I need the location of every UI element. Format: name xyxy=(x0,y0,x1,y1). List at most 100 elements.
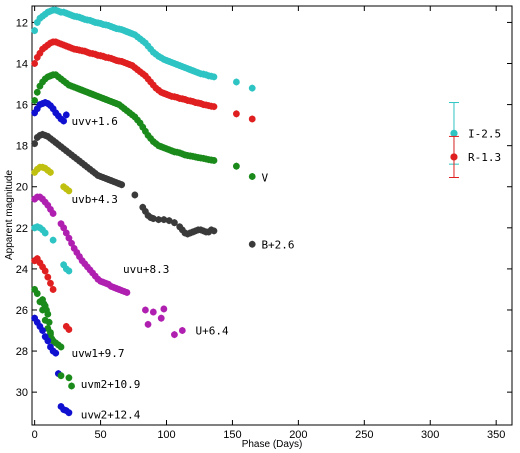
data-point xyxy=(210,157,218,164)
data-point xyxy=(44,310,52,318)
data-point xyxy=(232,78,240,86)
data-point xyxy=(65,374,73,382)
series-1 xyxy=(31,38,256,123)
data-point xyxy=(62,229,70,237)
data-point xyxy=(171,331,178,339)
series-2 xyxy=(31,71,256,180)
data-point xyxy=(248,84,256,92)
x-tick-label: 300 xyxy=(421,429,439,441)
data-point xyxy=(41,229,49,237)
data-point xyxy=(62,111,70,119)
data-point xyxy=(33,290,41,297)
data-point xyxy=(160,305,168,313)
band-label: U+6.4 xyxy=(196,325,229,338)
data-point xyxy=(31,140,39,148)
data-point xyxy=(210,227,218,235)
data-point xyxy=(165,217,173,225)
data-point xyxy=(49,210,57,217)
data-point xyxy=(157,314,165,322)
series-5 xyxy=(31,163,73,195)
data-point xyxy=(52,349,60,357)
data-point xyxy=(149,308,157,316)
series-7 xyxy=(31,223,73,275)
band-label: B+2.6 xyxy=(261,238,294,251)
data-point xyxy=(31,97,39,104)
x-tick-label: 150 xyxy=(223,429,241,441)
data-point xyxy=(31,27,39,35)
data-point xyxy=(33,88,41,96)
data-point xyxy=(65,234,73,242)
band-label: uvu+8.3 xyxy=(123,263,169,276)
band-label: uvm2+10.9 xyxy=(81,378,141,391)
series-9 xyxy=(142,305,186,339)
band-label: uvb+4.3 xyxy=(72,193,118,206)
data-point xyxy=(144,320,152,328)
band-label: V xyxy=(261,172,268,185)
y-tick-label: 28 xyxy=(16,346,28,358)
y-tick-label: 14 xyxy=(16,59,28,71)
x-tick-label: 200 xyxy=(289,429,307,441)
legend-label: R-1.3 xyxy=(468,151,501,164)
data-point xyxy=(44,337,52,345)
y-tick-label: 20 xyxy=(16,182,28,194)
legend: I-2.5 R-1.3 xyxy=(448,102,501,179)
data-marks xyxy=(31,6,256,417)
data-point xyxy=(155,216,162,224)
x-tick-label: 100 xyxy=(157,429,175,441)
y-tick-label: 26 xyxy=(16,305,28,317)
data-point xyxy=(57,372,65,380)
y-tick-label: 18 xyxy=(16,141,28,153)
data-point xyxy=(232,162,240,170)
data-point xyxy=(232,110,240,118)
y-tick-label: 12 xyxy=(16,17,28,29)
data-point xyxy=(60,224,68,232)
legend-marker xyxy=(450,129,458,137)
data-point xyxy=(65,187,73,195)
data-point xyxy=(31,60,39,67)
legend-label: I-2.5 xyxy=(468,127,501,140)
data-point xyxy=(60,117,68,125)
series-0 xyxy=(31,6,256,92)
legend-marker xyxy=(450,153,458,161)
data-point xyxy=(47,279,54,287)
series-3 xyxy=(31,130,256,248)
x-tick-label: 50 xyxy=(94,429,106,441)
series-4 xyxy=(31,99,70,125)
data-point xyxy=(57,343,65,351)
band-label: uvw2+12.4 xyxy=(81,409,141,422)
data-point xyxy=(142,306,149,314)
data-point xyxy=(45,318,53,326)
x-axis-title: Phase (Days) xyxy=(242,439,303,450)
data-point xyxy=(118,181,126,189)
data-point xyxy=(41,267,49,275)
data-point xyxy=(47,329,54,336)
data-point xyxy=(65,409,73,417)
series-6 xyxy=(31,193,131,297)
data-point xyxy=(248,115,256,123)
data-point xyxy=(47,168,54,176)
data-point xyxy=(171,219,178,227)
data-point xyxy=(160,216,168,224)
data-point xyxy=(65,267,73,275)
x-tick-label: 350 xyxy=(487,429,505,441)
x-tick-label: 0 xyxy=(32,429,38,441)
band-label: uvv+1.6 xyxy=(72,115,118,128)
data-point xyxy=(178,327,186,334)
data-point xyxy=(248,173,256,180)
data-point xyxy=(210,73,218,81)
axis-ticks: 0 50 100 150 200 250 300 350 12 14 16 18 20 22 24 26 28 3… xyxy=(16,6,512,441)
y-tick-label: 24 xyxy=(16,264,28,276)
data-point xyxy=(149,215,157,222)
data-point xyxy=(210,103,218,111)
data-point xyxy=(49,286,57,293)
series-8 xyxy=(31,255,73,333)
x-tick-label: 250 xyxy=(355,429,373,441)
y-tick-label: 30 xyxy=(16,387,28,399)
data-point xyxy=(49,236,57,244)
data-point xyxy=(131,191,139,199)
band-label: uvw1+9.7 xyxy=(72,347,125,360)
data-point xyxy=(44,273,52,281)
data-point xyxy=(68,382,75,390)
y-axis-title: Apparent magnitude xyxy=(4,170,15,261)
